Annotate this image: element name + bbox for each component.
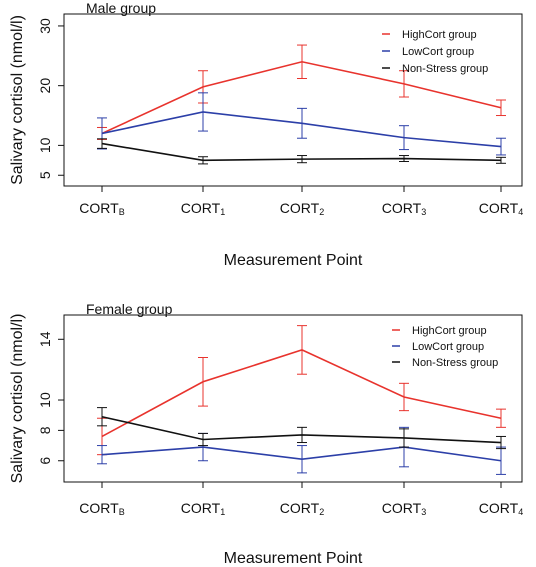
chart-panel-female: Female group 6 8 10 14 Salivary cortisol (nmo… <box>9 301 523 567</box>
x-axis-label: Measurement Point <box>224 550 363 567</box>
legend-label: Non-Stress group <box>402 63 488 75</box>
legend-label: LowCort group <box>412 341 484 353</box>
y-tick-label: 10 <box>37 392 53 408</box>
legend-label: LowCort group <box>402 46 474 58</box>
legend-label: HighCort group <box>412 325 487 337</box>
plot-frame <box>63 13 523 187</box>
legend-label: Non-Stress group <box>412 357 498 369</box>
y-tick-label: 8 <box>37 426 53 434</box>
x-tick-label: CORTB <box>79 200 124 217</box>
x-tick-label: CORT2 <box>280 500 324 517</box>
y-axis-label: Salivary cortisol (nmol/l) <box>9 15 26 185</box>
chart-title: Male group <box>86 0 156 16</box>
x-tick-label: CORT1 <box>181 200 225 217</box>
x-axis-label: Measurement Point <box>224 252 363 269</box>
chart-panel-male: Male group 5 10 20 30 Salivary cortisol (nmol… <box>9 0 523 269</box>
y-tick-label: 14 <box>37 331 53 347</box>
y-tick-label: 6 <box>37 457 53 465</box>
x-tick-label: CORTB <box>79 500 124 517</box>
chart-title: Female group <box>86 301 173 317</box>
x-tick-label: CORT4 <box>479 500 523 517</box>
y-tick-label: 5 <box>37 171 53 179</box>
y-tick-label: 20 <box>37 78 53 94</box>
legend-label: HighCort group <box>402 29 477 41</box>
x-tick-label: CORT3 <box>382 500 426 517</box>
y-axis-label: Salivary cortisol (nmol/l) <box>9 314 26 484</box>
x-tick-label: CORT4 <box>479 200 523 217</box>
y-tick-label: 30 <box>37 18 53 34</box>
plot-frame <box>63 314 523 483</box>
x-tick-label: CORT2 <box>280 200 324 217</box>
y-tick-label: 10 <box>37 137 53 153</box>
x-tick-label: CORT1 <box>181 500 225 517</box>
x-tick-label: CORT3 <box>382 200 426 217</box>
